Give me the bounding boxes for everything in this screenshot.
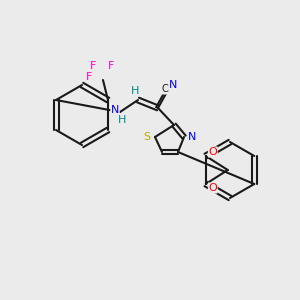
Text: N: N (169, 80, 177, 90)
Text: H: H (131, 86, 139, 96)
Text: H: H (118, 115, 126, 125)
Text: S: S (143, 132, 151, 142)
Text: N: N (111, 105, 119, 115)
Text: F: F (90, 61, 96, 71)
Text: C: C (162, 84, 168, 94)
Text: O: O (208, 183, 217, 193)
Text: F: F (108, 61, 114, 71)
Text: F: F (86, 72, 92, 82)
Text: O: O (208, 147, 217, 157)
Text: N: N (188, 132, 196, 142)
